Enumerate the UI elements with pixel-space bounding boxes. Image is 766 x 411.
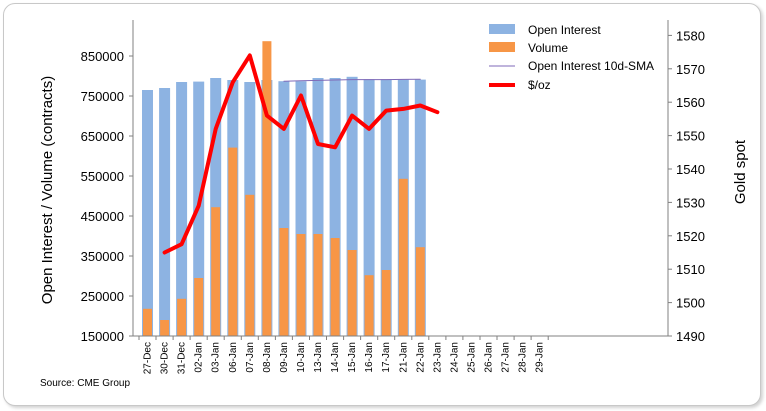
- right-tick-label: 1500: [676, 296, 705, 311]
- line-series: [162, 53, 440, 255]
- open-interest-bar: [312, 78, 324, 336]
- right-tick-label: 1490: [676, 329, 705, 344]
- x-tick-label: 14-Jan: [330, 342, 341, 373]
- volume-bar: [279, 228, 289, 336]
- legend-label-sma: Open Interest 10d-SMA: [528, 59, 654, 73]
- left-tick-label: 850000: [81, 49, 124, 64]
- volume-bar: [228, 147, 238, 336]
- x-tick-label: 13-Jan: [313, 342, 324, 373]
- volume-bar: [211, 207, 221, 336]
- open-interest-bar: [414, 79, 426, 336]
- volume-bar: [177, 298, 187, 336]
- x-tick-label: 26-Jan: [484, 342, 495, 373]
- open-interest-bar: [142, 90, 153, 336]
- x-tick-label: 21-Jan: [398, 342, 409, 373]
- x-tick-label: 22-Jan: [415, 342, 426, 373]
- volume-bars: [143, 41, 425, 336]
- x-axis-ticks: 27-Dec 30-Dec 31-Dec 02-Jan 03-Jan 06-Jan 07-J…: [138, 336, 549, 374]
- right-tick-label: 1580: [676, 28, 705, 43]
- volume-bar: [313, 234, 323, 336]
- right-axis-ticks: 1490 1500 1510 1520 1530 1540 1550 1560 1570 1580: [668, 28, 705, 344]
- volume-bar: [381, 270, 391, 336]
- left-tick-label: 350000: [81, 249, 124, 264]
- legend-swatch-open-interest: [489, 24, 515, 34]
- open-interest-bar: [380, 79, 392, 336]
- x-tick-label: 08-Jan: [262, 342, 273, 373]
- x-tick-label: 17-Jan: [381, 342, 392, 373]
- legend-label-open-interest: Open Interest: [528, 23, 601, 37]
- right-axis-title: Gold spot: [732, 139, 749, 204]
- open-interest-bar: [363, 79, 375, 336]
- right-tick-label: 1520: [676, 229, 705, 244]
- right-tick-label: 1540: [676, 162, 705, 177]
- volume-bar: [398, 178, 408, 336]
- left-tick-label: 250000: [81, 289, 124, 304]
- x-tick-label: 27-Dec: [143, 342, 154, 374]
- right-tick-label: 1570: [676, 62, 705, 77]
- volume-bar: [245, 194, 255, 336]
- right-tick-label: 1510: [676, 262, 705, 277]
- left-tick-label: 550000: [81, 169, 124, 184]
- legend: Open Interest Volume Open Interest 10d-S…: [489, 23, 654, 92]
- volume-bar: [143, 308, 152, 336]
- left-tick-label: 150000: [81, 329, 124, 344]
- x-tick-label: 02-Jan: [194, 342, 205, 373]
- sma-line: [283, 78, 421, 82]
- x-tick-label: 31-Dec: [177, 342, 188, 374]
- open-interest-bar: [329, 78, 341, 336]
- axes: [132, 20, 669, 337]
- volume-bar: [296, 234, 306, 336]
- x-tick-label: 06-Jan: [228, 342, 239, 373]
- x-tick-label: 24-Jan: [449, 342, 460, 373]
- left-axis-ticks: 150000 250000 350000 450000 550000 650000 7500…: [81, 49, 133, 344]
- volume-bar: [415, 247, 425, 336]
- open-interest-bar: [346, 76, 358, 337]
- price-line: [162, 53, 440, 255]
- x-tick-label: 29-Jan: [535, 342, 546, 373]
- x-tick-label: 09-Jan: [279, 342, 290, 373]
- right-tick-label: 1560: [676, 95, 705, 110]
- x-tick-label: 25-Jan: [466, 342, 477, 373]
- x-tick-label: 27-Jan: [501, 342, 512, 373]
- left-axis-title: Open Interest / Volume (contracts): [39, 76, 56, 304]
- legend-label-volume: Volume: [528, 41, 568, 55]
- volume-bar: [347, 250, 357, 336]
- x-tick-label: 10-Jan: [296, 342, 307, 373]
- x-tick-label: 03-Jan: [211, 342, 222, 373]
- source-note: Source: CME Group: [40, 378, 130, 389]
- legend-label-price: $/oz: [528, 78, 551, 92]
- x-tick-label: 28-Jan: [518, 342, 529, 373]
- volume-bar: [364, 275, 374, 336]
- open-interest-bar: [278, 81, 290, 336]
- volume-bar: [262, 41, 272, 336]
- volume-bar: [194, 278, 204, 336]
- x-tick-label: 15-Jan: [347, 342, 358, 373]
- x-tick-label: 30-Dec: [160, 342, 171, 374]
- open-interest-bar: [295, 81, 307, 336]
- left-tick-label: 450000: [81, 209, 124, 224]
- x-tick-label: 07-Jan: [245, 342, 256, 373]
- volume-bar: [330, 238, 340, 336]
- left-tick-label: 750000: [81, 89, 124, 104]
- open-interest-bar: [159, 88, 171, 336]
- x-tick-label: 16-Jan: [364, 342, 375, 373]
- open-interest-bar: [210, 78, 222, 336]
- open-interest-bar: [176, 82, 188, 336]
- volume-bar: [160, 320, 170, 336]
- x-tick-label: 23-Jan: [432, 342, 443, 373]
- legend-swatch-volume: [489, 42, 515, 52]
- right-tick-label: 1530: [676, 195, 705, 210]
- left-tick-label: 650000: [81, 129, 124, 144]
- right-tick-label: 1550: [676, 129, 705, 144]
